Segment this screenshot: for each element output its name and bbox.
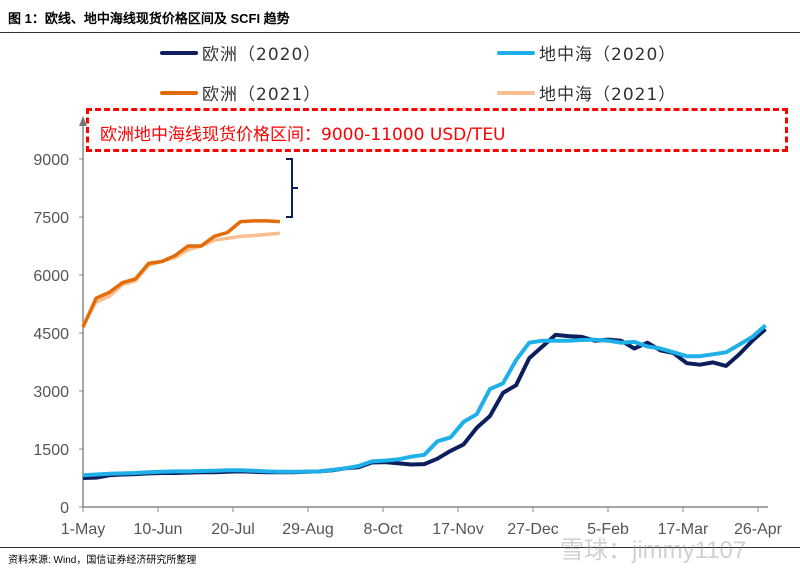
y-tick-label: 0	[60, 500, 69, 517]
y-tick-label: 1500	[33, 442, 69, 459]
x-tick-label: 17-Nov	[432, 521, 484, 538]
x-tick-label: 29-Aug	[282, 521, 334, 538]
title-rule	[0, 32, 800, 33]
legend-label: 地中海（2021）	[539, 85, 677, 105]
watermark: 雪球：jimmy1107	[560, 537, 747, 564]
legend-swatch-med2021	[497, 90, 535, 95]
y-tick-label: 9000	[33, 152, 69, 169]
y-tick-label: 4500	[33, 326, 69, 343]
legend-eu2020: 欧洲（2020）	[160, 40, 321, 65]
y-axis-arrow-icon	[79, 116, 87, 126]
y-tick-label: 6000	[33, 268, 69, 285]
legend-eu2021: 欧洲（2021）	[160, 80, 321, 105]
footer-rule	[0, 547, 800, 548]
legend-swatch-med2020	[497, 50, 535, 55]
x-tick-label: 1-May	[61, 521, 105, 538]
legend-label: 欧洲（2021）	[202, 85, 322, 105]
legend-swatch-eu2020	[160, 50, 198, 55]
x-tick-label: 17-Mar	[658, 521, 709, 538]
x-tick-label: 26-Apr	[734, 521, 783, 538]
x-tick-label: 5-Feb	[587, 521, 629, 538]
annotation-text: 欧洲地中海线现货价格区间：9000-11000 USD/TEU	[100, 125, 506, 145]
series-line-med2020	[82, 323, 767, 478]
range-bracket	[286, 158, 298, 218]
series-line-med2021	[81, 231, 281, 327]
x-tick-label: 20-Jul	[211, 521, 255, 538]
x-tick-label: 27-Dec	[507, 521, 559, 538]
source-note: 资料来源: Wind，国信证券经济研究所整理	[8, 555, 197, 566]
series-line-eu2021	[81, 219, 280, 328]
figure-title: 图 1：欧线、地中海线现货价格区间及 SCFI 趋势	[8, 11, 290, 26]
legend-med2020: 地中海（2020）	[497, 40, 676, 65]
x-tick-label: 8-Oct	[363, 521, 403, 538]
legend-med2021: 地中海（2021）	[497, 80, 676, 105]
y-tick-label: 7500	[33, 210, 69, 227]
x-tick-label: 10-Jun	[134, 521, 183, 538]
legend-label: 欧洲（2020）	[202, 45, 322, 65]
legend-swatch-eu2021	[160, 90, 198, 95]
y-tick-label: 3000	[33, 384, 69, 401]
annotation-box	[86, 108, 788, 152]
legend-label: 地中海（2020）	[539, 45, 677, 65]
